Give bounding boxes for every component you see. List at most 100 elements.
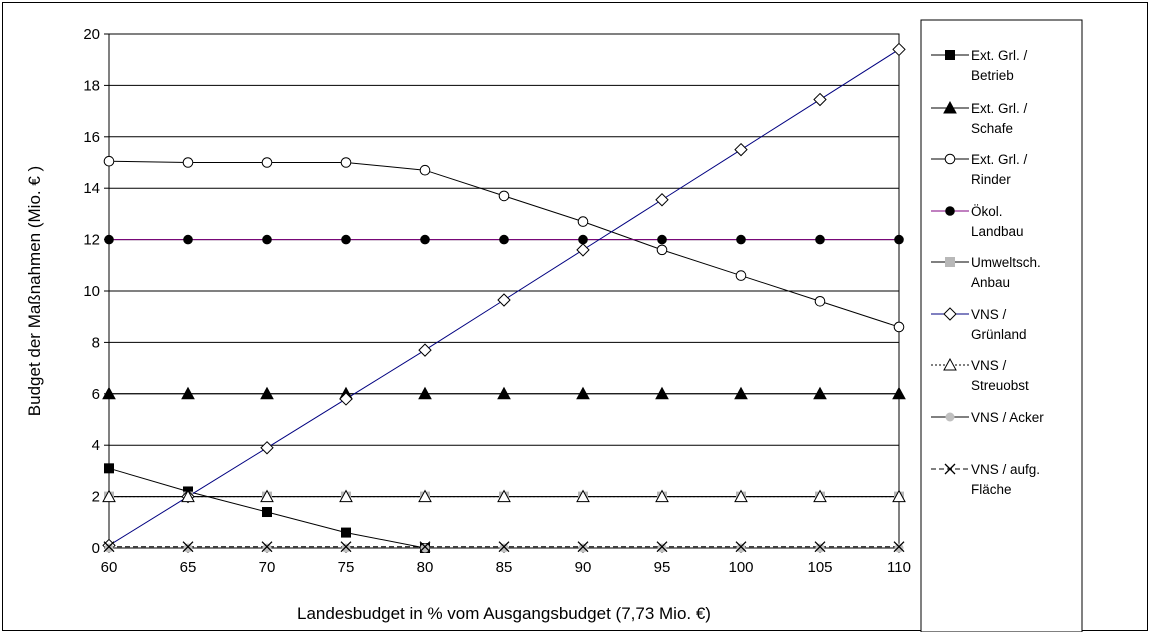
y-tick-label: 10 — [83, 283, 100, 300]
data-point — [339, 392, 353, 406]
data-point — [498, 190, 510, 202]
data-point — [418, 343, 432, 357]
legend-label: Ext. Grl. / — [971, 101, 1028, 116]
legend-label: Ext. Grl. / — [971, 152, 1028, 167]
data-point — [655, 489, 669, 503]
legend-label: Ökol. — [971, 204, 1003, 219]
legend-label: VNS / aufg. — [971, 462, 1040, 477]
x-tick-label: 60 — [101, 559, 118, 576]
legend-label: VNS / — [971, 358, 1007, 373]
y-tick-label: 8 — [92, 334, 100, 351]
data-point — [657, 234, 667, 245]
data-point — [736, 234, 746, 245]
x-tick-label: 65 — [180, 559, 197, 576]
x-axis-title: Landesbudget in % vom Ausgangsbudget (7,… — [297, 604, 711, 623]
data-point — [497, 293, 511, 307]
data-point — [340, 157, 352, 168]
data-point — [420, 234, 430, 245]
legend-marker — [943, 357, 957, 371]
legend-marker — [943, 307, 957, 321]
data-point — [262, 507, 272, 518]
data-point — [181, 386, 195, 400]
data-point — [104, 463, 114, 474]
data-point — [420, 543, 430, 553]
x-tick-label: 105 — [807, 559, 832, 576]
data-point — [813, 386, 827, 400]
data-point — [578, 234, 588, 245]
data-point — [734, 489, 748, 503]
data-point — [815, 234, 825, 245]
data-point — [894, 543, 904, 553]
data-point — [656, 244, 668, 256]
data-point — [892, 386, 906, 400]
data-point — [418, 386, 432, 400]
x-tick-label: 70 — [259, 559, 276, 576]
legend-label: Betrieb — [971, 68, 1014, 83]
data-point — [734, 386, 748, 400]
y-tick-label: 4 — [92, 437, 100, 454]
data-point — [656, 541, 668, 553]
legend-marker — [944, 463, 956, 475]
data-point — [735, 541, 747, 553]
data-point — [102, 386, 116, 400]
x-tick-label: 100 — [728, 559, 753, 576]
data-point — [182, 157, 194, 168]
y-tick-label: 2 — [92, 489, 100, 506]
data-point — [261, 541, 273, 553]
y-tick-label: 14 — [83, 180, 100, 197]
legend-label: Rinder — [971, 172, 1011, 187]
legend-marker — [943, 100, 957, 114]
data-point — [577, 216, 589, 227]
data-point — [578, 543, 588, 553]
y-tick-label: 0 — [92, 540, 100, 557]
y-tick-label: 20 — [83, 26, 100, 43]
data-point — [576, 243, 590, 257]
data-point — [419, 541, 431, 553]
x-tick-label: 90 — [575, 559, 592, 576]
x-tick-label: 75 — [338, 559, 355, 576]
data-point — [104, 543, 114, 553]
data-point — [734, 142, 748, 157]
data-point — [735, 270, 747, 281]
data-point — [576, 386, 590, 400]
data-point — [262, 543, 272, 553]
legend-marker — [945, 257, 955, 267]
legend-label: VNS / — [971, 307, 1007, 322]
legend-label: Grünland — [971, 327, 1027, 342]
data-point — [341, 527, 351, 538]
data-point — [181, 489, 195, 503]
data-point — [260, 386, 274, 400]
y-tick-label: 12 — [83, 232, 100, 249]
y-tick-label: 6 — [92, 386, 100, 403]
data-point — [499, 234, 509, 245]
data-point — [340, 541, 352, 553]
data-point — [418, 489, 432, 503]
data-point — [262, 234, 272, 245]
data-point — [102, 489, 116, 503]
data-point — [103, 155, 115, 167]
data-point — [736, 543, 746, 553]
data-point — [497, 386, 511, 400]
line-chart: 0 2 4 6 8 10 12 14 16 18 20 60 65 70 75 80 85 90 95 100 105 1… — [25, 19, 1083, 632]
data-point — [419, 164, 431, 176]
data-point — [814, 541, 826, 553]
y-tick-label: 18 — [83, 77, 100, 94]
data-point — [893, 321, 905, 333]
legend-label: VNS / Acker — [971, 410, 1044, 425]
data-point — [893, 541, 905, 553]
data-point — [894, 234, 904, 245]
data-point — [813, 92, 827, 107]
data-point — [814, 295, 826, 307]
data-point — [499, 543, 509, 553]
data-point — [815, 543, 825, 553]
legend-label: Umweltsch. — [971, 255, 1041, 270]
data-point — [655, 193, 669, 207]
data-point — [260, 441, 274, 455]
legend-label: Anbau — [971, 275, 1010, 290]
x-tick-label: 85 — [496, 559, 513, 576]
x-tick-label: 95 — [654, 559, 671, 576]
data-point — [183, 234, 193, 245]
data-point — [892, 42, 906, 57]
legend-label: Fläche — [971, 482, 1012, 497]
